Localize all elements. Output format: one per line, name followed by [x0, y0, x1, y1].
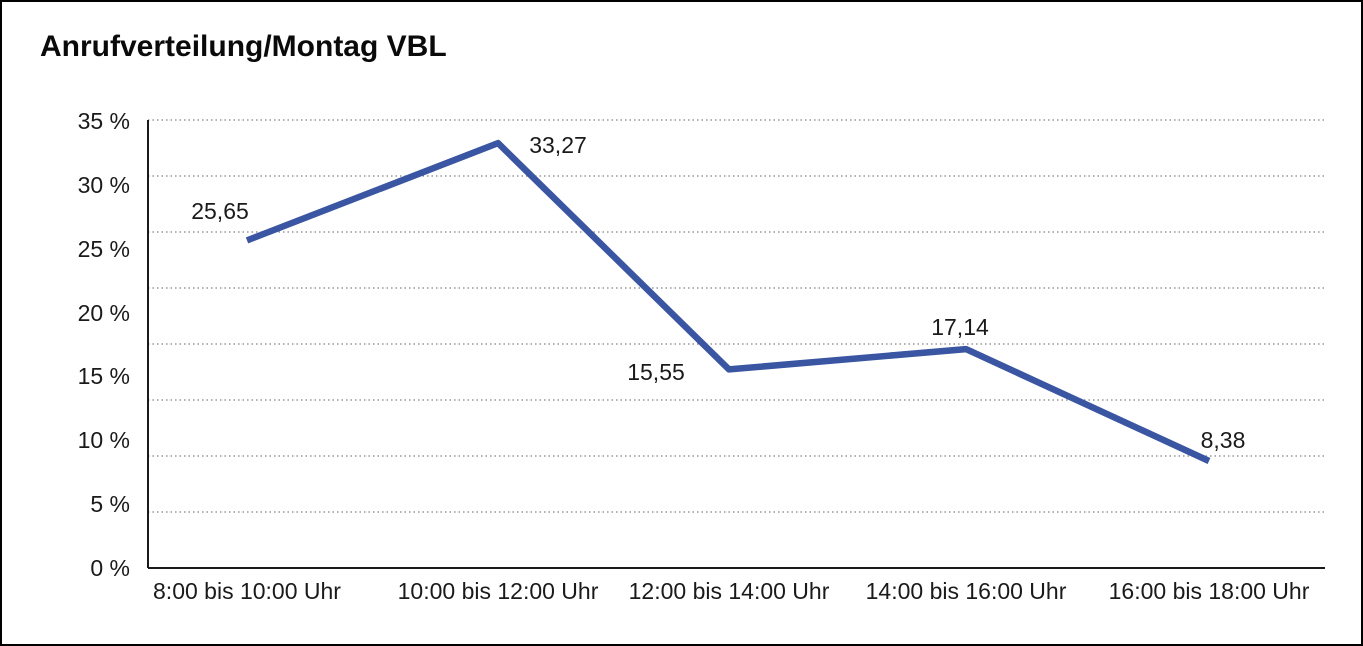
y-axis-label: 15 %	[77, 363, 130, 390]
y-axis-label: 30 %	[77, 171, 130, 198]
data-label: 33,27	[529, 132, 587, 159]
data-line	[245, 139, 1211, 464]
y-axis-label: 10 %	[77, 427, 130, 454]
y-axis-label: 35 %	[77, 108, 130, 134]
data-label: 8,38	[1200, 426, 1246, 453]
y-axis-label: 5 %	[90, 491, 130, 518]
data-label: 25,65	[191, 198, 249, 225]
x-axis-label: 16:00 bis 18:00 Uhr	[1108, 578, 1310, 604]
chart-title: Anrufverteilung/Montag VBL	[40, 30, 447, 63]
x-axis-label: 12:00 bis 14:00 Uhr	[628, 578, 830, 604]
y-axis-label: 20 %	[77, 299, 130, 326]
x-axis-label: 10:00 bis 12:00 Uhr	[397, 578, 599, 604]
x-axis-label: 8:00 bis 10:00 Uhr	[153, 578, 341, 604]
data-label: 17,14	[931, 314, 989, 341]
y-axis-label: 25 %	[77, 235, 130, 262]
y-axis-label: 0 %	[90, 555, 130, 581]
data-label: 15,55	[627, 359, 685, 386]
x-axis-label: 14:00 bis 16:00 Uhr	[865, 578, 1067, 604]
